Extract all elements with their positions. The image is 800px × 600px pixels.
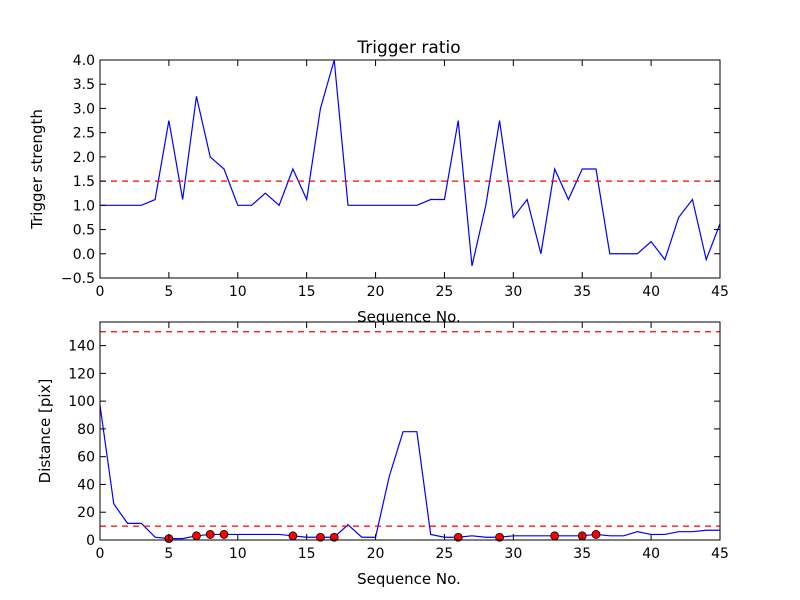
x-tick-label: 45 — [711, 284, 729, 300]
x-tick-label: 35 — [573, 546, 591, 562]
y-tick-label: −0.5 — [61, 271, 95, 287]
data-point-marker — [288, 531, 298, 541]
x-tick-label: 0 — [96, 546, 105, 562]
x-tick-label: 25 — [436, 546, 454, 562]
data-point-marker — [205, 530, 215, 539]
x-tick-label: 40 — [642, 284, 660, 300]
x-axis-label: Sequence No. — [357, 570, 461, 588]
x-tick-label: 20 — [367, 546, 385, 562]
data-point-marker — [329, 532, 339, 542]
x-tick-label: 30 — [504, 546, 522, 562]
y-tick-label: 3.0 — [73, 101, 95, 117]
y-tick-label: 4.0 — [73, 53, 95, 69]
data-point-marker — [591, 530, 601, 539]
x-tick-label: 5 — [164, 284, 173, 300]
x-tick-label: 35 — [573, 284, 591, 300]
plot-frame — [99, 321, 721, 541]
y-axis-label: Trigger strength — [28, 109, 46, 230]
data-point-marker — [453, 532, 463, 542]
y-tick-label: 3.5 — [73, 77, 95, 93]
trigger-ratio-panel: Trigger ratio Sequence No. Trigger stren… — [28, 38, 729, 326]
y-axis-label: Distance [pix] — [36, 379, 54, 484]
y-tick-label: 0 — [86, 533, 95, 549]
data-point-marker — [550, 531, 560, 541]
x-axis-label: Sequence No. — [357, 308, 461, 326]
x-tick-label: 0 — [96, 284, 105, 300]
x-tick-label: 15 — [298, 546, 316, 562]
y-tick-label: 0.5 — [73, 223, 95, 239]
x-tick-label: 25 — [436, 284, 454, 300]
y-tick-label: 60 — [77, 450, 95, 466]
y-tick-label: 40 — [77, 477, 95, 493]
data-point-marker — [192, 531, 201, 541]
y-tick-label: 0.0 — [73, 247, 95, 263]
x-tick-label: 15 — [298, 284, 316, 300]
x-tick-label: 10 — [229, 546, 247, 562]
data-point-marker — [219, 530, 229, 539]
data-point-marker — [495, 532, 504, 542]
x-tick-label: 45 — [711, 546, 729, 562]
x-tick-label: 20 — [367, 284, 385, 300]
y-tick-label: 2.5 — [73, 126, 95, 142]
distance-panel: Sequence No. Distance [pix] 0 5 10 15 20 25 30… — [36, 321, 729, 588]
data-series-line — [99, 405, 720, 540]
y-tick-label: 1.5 — [73, 174, 95, 190]
y-tick-label: 20 — [77, 505, 95, 521]
y-tick-label: 2.0 — [73, 150, 95, 166]
x-tick-label: 5 — [164, 546, 173, 562]
y-tick-label: 140 — [68, 339, 95, 355]
y-tick-label: 1.0 — [73, 198, 95, 214]
data-point-marker — [316, 532, 325, 542]
x-tick-label: 30 — [504, 284, 522, 300]
y-tick-label: 120 — [68, 366, 95, 382]
x-tick-label: 10 — [229, 284, 247, 300]
plot-frame — [99, 59, 721, 279]
x-tick-label: 40 — [642, 546, 660, 562]
y-tick-label: 100 — [68, 394, 95, 410]
y-tick-label: 80 — [77, 422, 95, 438]
data-series-line — [100, 59, 721, 267]
chart-title: Trigger ratio — [356, 38, 460, 58]
